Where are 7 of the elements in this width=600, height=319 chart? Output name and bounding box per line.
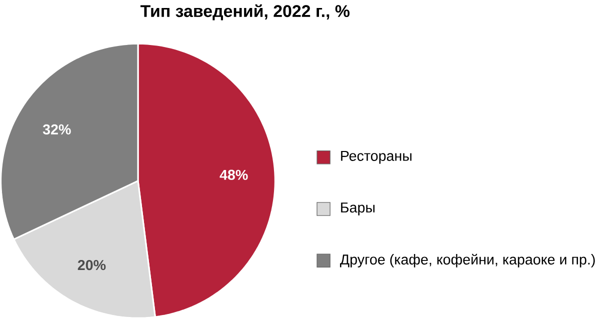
- data-label: 20%: [78, 260, 106, 270]
- data-label: 32%: [42, 124, 71, 135]
- legend-label: Рестораны: [341, 151, 412, 164]
- legend-label: Бары: [341, 202, 375, 216]
- chart-title: Тип заведений, 2022 г., %: [140, 4, 350, 20]
- data-label: 48%: [220, 170, 248, 180]
- legend-label: Другое (кафе, кофейни, караоке и пр.): [340, 254, 595, 268]
